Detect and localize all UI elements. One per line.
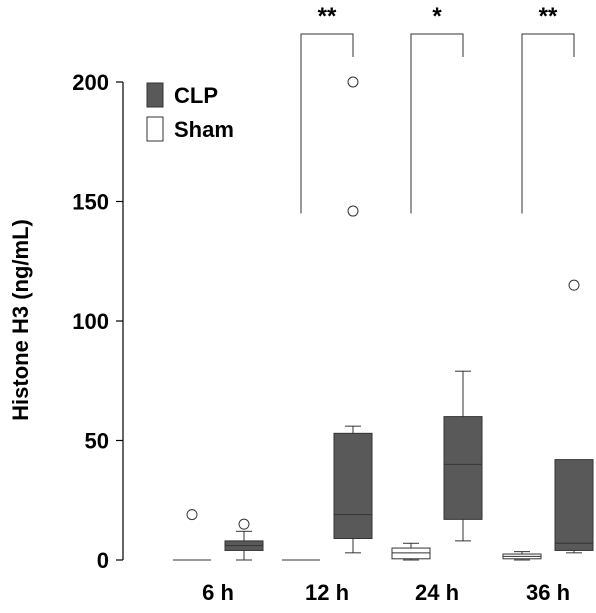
x-tick-label: 24 h [415,580,459,605]
boxes [173,76,594,561]
legend-label-clp: CLP [174,83,218,108]
x-tick-label: 12 h [305,580,349,605]
y-tick-label: 150 [72,190,109,215]
outlier-point [238,518,250,530]
box-clp-6h [224,518,264,561]
x-tick-label: 6 h [202,580,234,605]
legend: CLP Sham [146,82,234,142]
outlier-point [347,76,359,88]
box-body [443,416,483,520]
significance-brackets: ** * ** [300,3,575,214]
legend-swatch-clp [146,82,164,108]
significance-label: ** [539,3,558,30]
box-sham-6h [173,509,211,561]
x-axis: 6 h 12 h 24 h 36 h [202,580,570,605]
significance-bracket [300,33,354,214]
outlier-point [186,509,198,521]
y-axis-title: Histone H3 (ng/mL) [8,219,33,421]
outlier-point [568,279,580,291]
significance-bracket [521,33,575,214]
outlier-point [347,205,359,217]
significance-bracket [410,33,464,214]
box-clp-36h [554,279,594,554]
legend-swatch-sham [146,116,164,142]
box-body [391,547,431,560]
box-clp-24h [443,370,483,542]
y-tick-label: 0 [97,548,109,573]
box-sham-24h [391,542,431,561]
y-axis: 0 50 100 150 200 [72,70,124,573]
y-tick-label: 50 [85,429,109,454]
legend-label-sham: Sham [174,117,234,142]
significance-label: * [432,3,442,30]
y-tick-label: 200 [72,70,109,95]
box-body [554,459,594,551]
box-sham-36h [502,551,542,561]
box-clp-12h [333,76,373,554]
x-tick-label: 36 h [526,580,570,605]
y-tick-label: 100 [72,309,109,334]
box-body [333,432,373,539]
significance-label: ** [318,3,337,30]
